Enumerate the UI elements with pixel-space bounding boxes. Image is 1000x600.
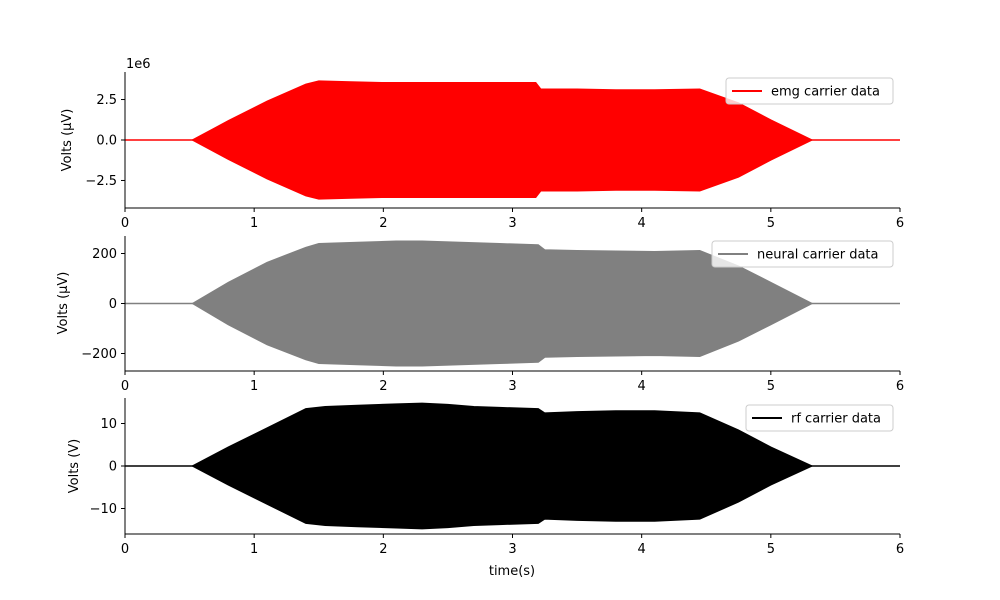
- emg-xtick-label: 6: [896, 216, 904, 231]
- rf-xtick-label: 0: [121, 542, 129, 557]
- neural-legend-box: [711, 240, 894, 268]
- rf-xtick-label: 3: [508, 542, 516, 557]
- emg-xtick-label: 0: [121, 216, 129, 231]
- emg-panel: 0 1 2 3 4 5 6 2.5 0.0 −2.5 Volts (μV) 1e6 emg car…: [60, 57, 904, 231]
- neural-ytick-label: 0: [109, 297, 117, 312]
- neural-legend-label: neural carrier data: [757, 248, 878, 263]
- rf-xlabel: time(s): [489, 564, 535, 579]
- rf-legend-label: rf carrier data: [791, 412, 881, 427]
- neural-xtick-label: 5: [767, 379, 775, 394]
- emg-legend: emg carrier data: [725, 77, 894, 105]
- neural-ytick-label: −200: [81, 347, 117, 362]
- rf-legend-box: [745, 404, 894, 432]
- rf-plot-area: 0 1 2 3 4 5 6 10 0 −10: [90, 398, 904, 557]
- rf-ylabel: Volts (V): [67, 439, 82, 494]
- neural-xtick-label: 2: [379, 379, 387, 394]
- emg-xtick-label: 1: [250, 216, 258, 231]
- neural-legend: neural carrier data: [711, 240, 894, 268]
- rf-ytick-label: −10: [90, 502, 117, 517]
- emg-xtick-label: 2: [379, 216, 387, 231]
- neural-xtick-label: 4: [638, 379, 646, 394]
- rf-xtick-label: 4: [638, 542, 646, 557]
- emg-ytick-label: 2.5: [96, 93, 117, 108]
- emg-offset-text: 1e6: [126, 57, 151, 72]
- emg-xtick-label: 4: [638, 216, 646, 231]
- rf-xtick-label: 5: [767, 542, 775, 557]
- neural-ylabel: Volts (μV): [56, 272, 71, 335]
- rf-legend: rf carrier data: [745, 404, 894, 432]
- rf-ytick-label: 0: [109, 460, 117, 475]
- neural-plot-area: 0 1 2 3 4 5 6 200 0 −200: [81, 236, 904, 394]
- neural-xtick-label: 6: [896, 379, 904, 394]
- rf-ytick-label: 10: [100, 417, 117, 432]
- rf-xtick-label: 2: [379, 542, 387, 557]
- rf-xtick-label: 1: [250, 542, 258, 557]
- neural-ytick-label: 200: [92, 247, 117, 262]
- neural-xtick-label: 3: [508, 379, 516, 394]
- emg-xtick-label: 3: [508, 216, 516, 231]
- rf-panel: 0 1 2 3 4 5 6 10 0 −10 Volts (V) time(s) rf carri…: [67, 398, 904, 579]
- emg-ytick-label: 0.0: [96, 134, 117, 149]
- emg-ylabel: Volts (μV): [60, 109, 75, 172]
- emg-legend-box: [725, 77, 894, 105]
- neural-panel: 0 1 2 3 4 5 6 200 0 −200 Volts (μV) neural carrie…: [56, 236, 904, 394]
- emg-ytick-label: −2.5: [85, 174, 117, 189]
- neural-xtick-label: 0: [121, 379, 129, 394]
- neural-xtick-label: 1: [250, 379, 258, 394]
- emg-xtick-label: 5: [767, 216, 775, 231]
- emg-plot-area: 0 1 2 3 4 5 6 2.5 0.0 −2.5: [85, 72, 904, 231]
- rf-xtick-label: 6: [896, 542, 904, 557]
- emg-legend-label: emg carrier data: [771, 85, 880, 100]
